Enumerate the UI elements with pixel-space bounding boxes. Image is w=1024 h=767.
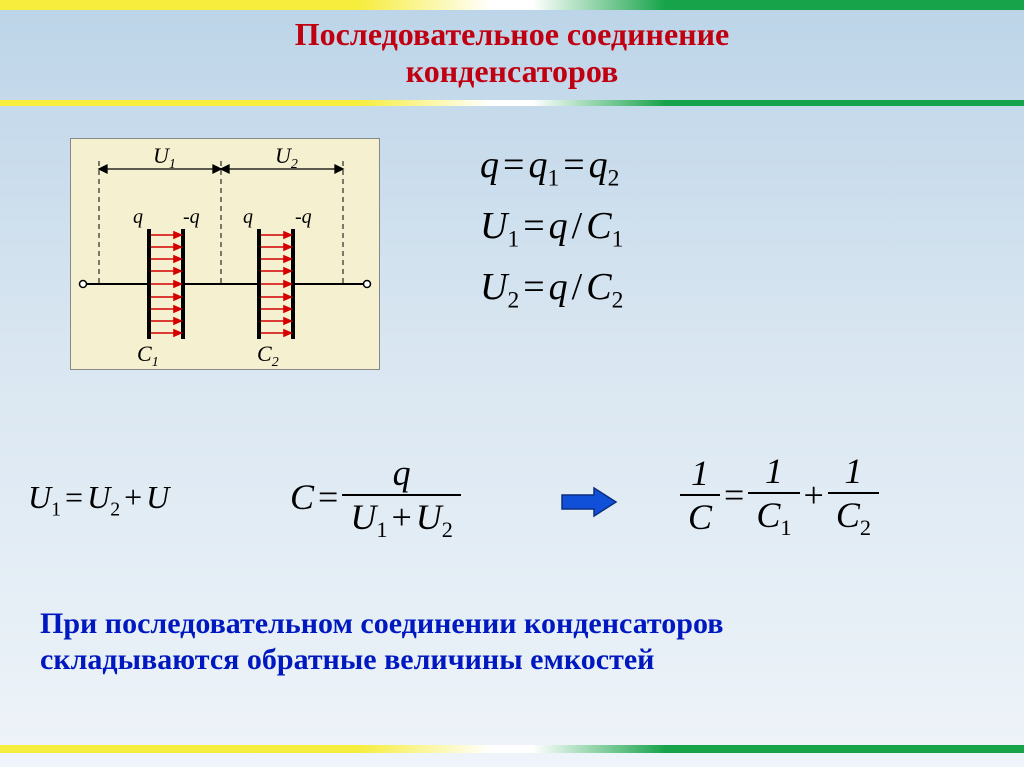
slide-title: Последовательное соединение конденсаторо…: [0, 10, 1024, 100]
arrow-icon: [560, 486, 618, 518]
formula-reciprocal: 1 C = 1 C1 + 1 C2: [680, 450, 879, 541]
title-line1: Последовательное соединение: [295, 16, 729, 52]
conclusion-line2: складываются обратные величины емкостей: [40, 643, 654, 676]
conclusion-text: При последовательном соединении конденса…: [40, 606, 984, 678]
formula-q-equal: q=q1=q2: [480, 136, 623, 197]
svg-text:C2: C2: [257, 341, 279, 370]
formula-u1: U1=q/C1: [480, 197, 623, 258]
content-area: U1 U2: [0, 106, 1024, 726]
bottom-stripe: [0, 745, 1024, 753]
diagram-svg: U1 U2: [71, 139, 381, 371]
svg-text:-q: -q: [295, 206, 312, 228]
formulas-derivation: U1=U2+U C= q U1+U2 1 C =: [0, 424, 1024, 594]
svg-text:U2: U2: [275, 143, 298, 172]
svg-text:q: q: [133, 206, 143, 228]
title-line2: конденсаторов: [406, 53, 619, 89]
formula-u2: U2=q/C2: [480, 258, 623, 319]
formula-c-fraction: C= q U1+U2: [290, 452, 461, 543]
formula-u-sum: U1=U2+U: [28, 479, 169, 521]
svg-text:-q: -q: [183, 206, 200, 228]
top-stripe: [0, 0, 1024, 10]
conclusion-line1: При последовательном соединении конденса…: [40, 607, 723, 640]
svg-text:U1: U1: [153, 143, 176, 172]
formulas-charge-voltage: q=q1=q2 U1=q/C1 U2=q/C2: [480, 136, 623, 319]
capacitor-diagram: U1 U2: [70, 138, 380, 370]
svg-text:q: q: [243, 206, 253, 228]
svg-text:C1: C1: [137, 341, 159, 370]
